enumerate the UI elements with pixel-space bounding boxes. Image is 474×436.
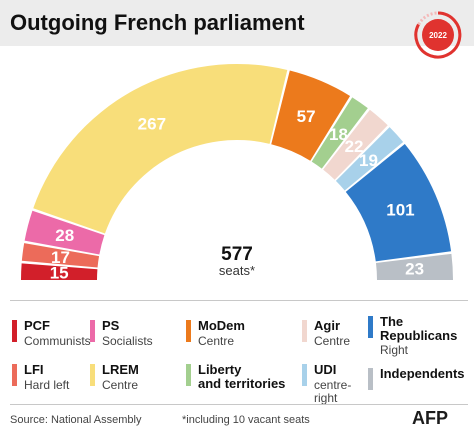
total-seats-number: 577 [221,244,253,265]
legend-udi-desc-1: centre- [314,378,352,392]
legend-agir-desc: Centre [314,334,351,348]
legend-independents-name: Independents [380,366,465,381]
legend-udi-swatch [302,364,307,386]
seat-label-lrem: 267 [138,115,166,134]
legend-modem-name: MoDem [198,318,245,333]
legend-pcf-desc: Communists [24,334,91,348]
legend-republicans-name-1: The [380,314,404,329]
legend-agir-swatch [302,320,307,342]
legend-lfi-name: LFI [24,362,44,377]
afp-logo: AFP [412,408,448,428]
page-title: Outgoing French parliament [10,10,305,35]
parliament-chart: 15 17 28 267 57 18 22 19 101 23 577 seats* [0,46,474,300]
legend-lrem-swatch [90,364,95,386]
seat-segment-lrem [33,64,288,234]
legend-lfi-desc: Hard left [24,378,70,392]
seat-label-independents: 23 [405,260,424,279]
seat-segment-agir [323,109,388,180]
seat-segment-ps [24,210,105,255]
legend-pcf-swatch [12,320,17,342]
seat-segment-liberty-and-territories [311,97,368,169]
legend-lrem-name: LREM [102,362,139,377]
footnote-text: *including 10 vacant seats [182,414,310,426]
seat-label-ps: 28 [55,226,74,245]
legend-independents-swatch [368,368,373,390]
seat-label-modem: 57 [297,107,316,126]
seat-label-the-republicans: 101 [386,200,414,219]
year-badge-icon: 2022 [414,11,462,59]
legend-republicans-swatch [368,316,373,338]
seat-segment-independents [375,253,453,280]
legend-liberty-swatch [186,364,191,386]
divider-bottom [10,404,468,405]
seat-label-pcf: 15 [50,264,69,283]
seat-label-udi: 19 [359,151,378,170]
legend-lrem-desc: Centre [102,378,139,392]
legend-ps-desc: Socialists [102,334,153,348]
seat-segment-lfi [21,243,100,268]
divider-top [10,300,468,301]
seat-label-liberty-and-territories: 18 [329,125,348,144]
header-bar: Outgoing French parliament 2022 [0,0,474,59]
legend-liberty-name-2: and territories [198,376,286,391]
legend-pcf-name: PCF [24,318,50,333]
seat-segment-pcf [21,263,98,280]
total-seats-caption: seats* [219,263,255,278]
legend-ps-name: PS [102,318,120,333]
badge-year-text: 2022 [429,31,447,40]
legend-udi-desc-2: right [314,391,338,405]
legend-modem-swatch [186,320,191,342]
legend-republicans-desc: Right [380,343,409,357]
seat-label-lfi: 17 [51,248,70,267]
legend-agir-name: Agir [314,318,340,333]
legend-ps-swatch [90,320,95,342]
legend-udi-name: UDI [314,362,337,377]
source-text: Source: National Assembly [10,414,142,426]
legend-republicans-name-2: Republicans [380,328,458,343]
seat-label-agir: 22 [345,137,364,156]
footer: Source: National Assembly *including 10 … [0,404,474,436]
legend-modem-desc: Centre [198,334,235,348]
legend-liberty-name-1: Liberty [198,362,242,377]
legend-lfi-swatch [12,364,17,386]
seat-segment-udi [335,127,404,191]
seat-segment-modem [271,70,351,161]
seat-segment-the-republicans [345,144,452,262]
